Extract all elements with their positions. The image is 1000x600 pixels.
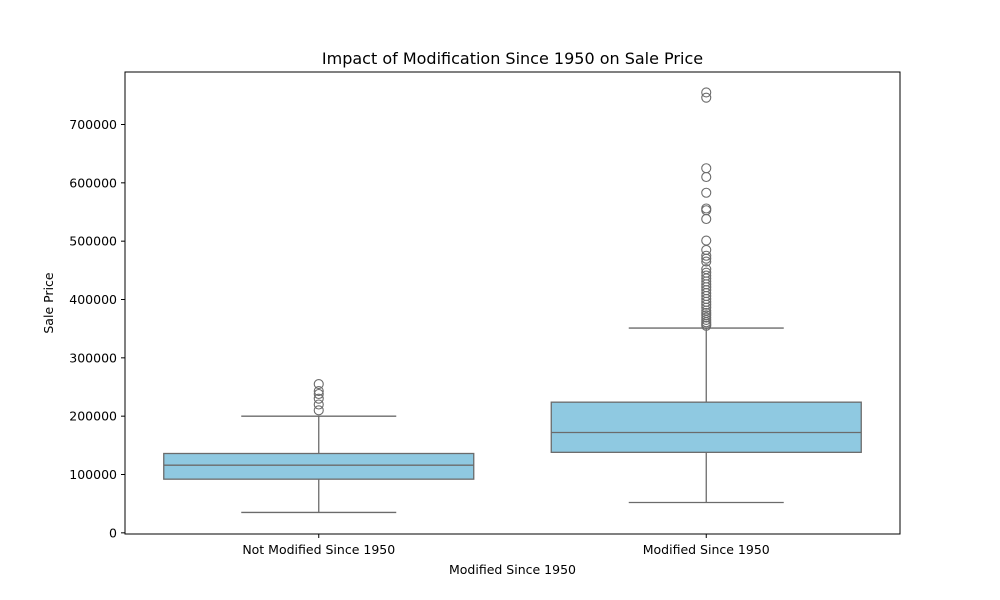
outlier-point (701, 307, 712, 318)
outlier-point (313, 379, 324, 390)
y-tick-label: 200000 (69, 409, 117, 424)
outlier-point (701, 264, 712, 275)
outlier-point (701, 187, 712, 198)
chart-title: Impact of Modification Since 1950 on Sal… (322, 49, 703, 68)
outlier-point (701, 312, 712, 323)
outlier-point (701, 92, 712, 103)
x-tick-label: Not Modified Since 1950 (242, 542, 395, 557)
y-tick-label: 400000 (69, 292, 117, 307)
outlier-point (701, 310, 712, 321)
outlier-point (313, 399, 324, 410)
y-tick-label: 500000 (69, 234, 117, 249)
y-tick-label: 0 (109, 525, 117, 540)
y-tick-label: 100000 (69, 467, 117, 482)
outlier-point (701, 250, 712, 261)
outlier-point (701, 270, 712, 281)
plot-frame (124, 71, 901, 535)
outlier-point (701, 87, 712, 98)
x-tick-label: Modified Since 1950 (643, 542, 770, 557)
outlier-point (701, 203, 712, 214)
box-group (550, 87, 862, 504)
x-axis: Not Modified Since 1950 Modified Since 19… (242, 534, 770, 557)
y-axis-label: Sale Price (41, 272, 56, 334)
y-axis: 0 100000 200000 300000 400000 500000 600000 700… (69, 117, 125, 540)
y-tick-label: 700000 (69, 117, 117, 132)
outlier-point (313, 405, 324, 416)
box-iqr (163, 452, 475, 480)
outlier-point (701, 235, 712, 246)
box-iqr (550, 401, 862, 453)
outlier-point (313, 388, 324, 400)
outlier-point (701, 267, 712, 278)
outlier-point (313, 386, 324, 397)
x-axis-label: Modified Since 1950 (449, 562, 576, 577)
outlier-point (313, 393, 324, 404)
outlier-point (701, 256, 712, 267)
plot-area (163, 87, 862, 514)
y-tick-label: 600000 (69, 175, 117, 190)
y-tick-label: 300000 (69, 350, 117, 365)
box-group (163, 379, 475, 514)
outlier-point (701, 163, 712, 174)
